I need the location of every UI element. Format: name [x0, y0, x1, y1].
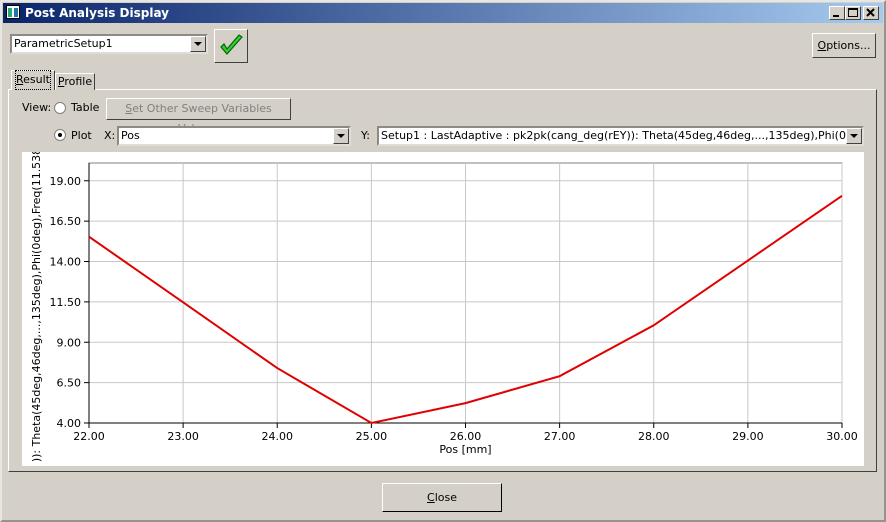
y-tick-label: 4.00 — [57, 417, 82, 430]
y-tick-label: 9.00 — [57, 336, 82, 349]
options-button[interactable]: Options... — [812, 33, 876, 58]
profile-tab[interactable]: Profile — [55, 73, 95, 90]
x-dropdown[interactable]: Pos — [117, 126, 351, 146]
y-dropdown[interactable]: Setup1 : LastAdaptive : pk2pk(cang_deg(r… — [377, 126, 864, 146]
x-tick-label: 27.00 — [544, 430, 576, 443]
y-axis-title: )): Theta(45deg,46deg,...,135deg),Phi(0d… — [30, 152, 43, 462]
x-tick-label: 23.00 — [167, 430, 199, 443]
close-window-button[interactable] — [863, 6, 879, 20]
setup-dropdown[interactable]: ParametricSetup1 — [10, 34, 208, 54]
table-label: Table — [71, 101, 100, 114]
table-radio[interactable] — [54, 102, 66, 114]
chart: 4.00 6.50 9.00 11.50 14.00 16.50 19.00 22.00 23.… — [22, 152, 864, 466]
y-tick-label: 6.50 — [57, 377, 82, 390]
title-bar: Post Analysis Display — [3, 3, 883, 23]
y-value: Setup1 : LastAdaptive : pk2pk(cang_deg(r… — [381, 129, 864, 142]
sweep-button[interactable]: Set Other Sweep Variables Value... — [106, 98, 291, 135]
maximize-button[interactable] — [845, 6, 861, 20]
options-label: Options... — [817, 39, 871, 52]
window-title: Post Analysis Display — [25, 6, 170, 20]
x-axis-title: Pos [mm] — [439, 443, 491, 456]
x-value: Pos — [121, 129, 140, 142]
x-tick-label: 29.00 — [732, 430, 764, 443]
x-tick-label: 26.00 — [450, 430, 482, 443]
x-tick-label: 30.00 — [826, 430, 858, 443]
y-label: Y: — [361, 129, 370, 142]
minimize-button[interactable] — [829, 6, 845, 20]
close-button[interactable]: Close — [382, 483, 502, 512]
y-tick-label: 14.00 — [50, 256, 82, 269]
data-line — [88, 194, 843, 425]
result-tab-label: Result — [15, 70, 51, 90]
profile-tab-label: Profile — [57, 75, 93, 88]
setup-value: ParametricSetup1 — [14, 37, 113, 50]
y-tick-label: 11.50 — [50, 296, 82, 309]
y-tick-label: 16.50 — [50, 215, 82, 228]
x-tick-label: 28.00 — [638, 430, 670, 443]
view-label: View: — [22, 101, 52, 114]
x-label: X: — [104, 129, 116, 142]
close-label: Close — [427, 491, 457, 504]
plot-label: Plot — [71, 129, 92, 142]
y-tick-label: 19.00 — [50, 175, 82, 188]
result-tab[interactable]: Result — [11, 70, 55, 90]
x-tick-label: 25.00 — [356, 430, 388, 443]
plot-radio[interactable] — [54, 129, 66, 141]
x-tick-label: 24.00 — [262, 430, 294, 443]
app-icon — [6, 5, 20, 19]
tab-panel — [8, 89, 877, 472]
apply-button[interactable] — [214, 29, 248, 63]
x-tick-label: 22.00 — [73, 430, 105, 443]
